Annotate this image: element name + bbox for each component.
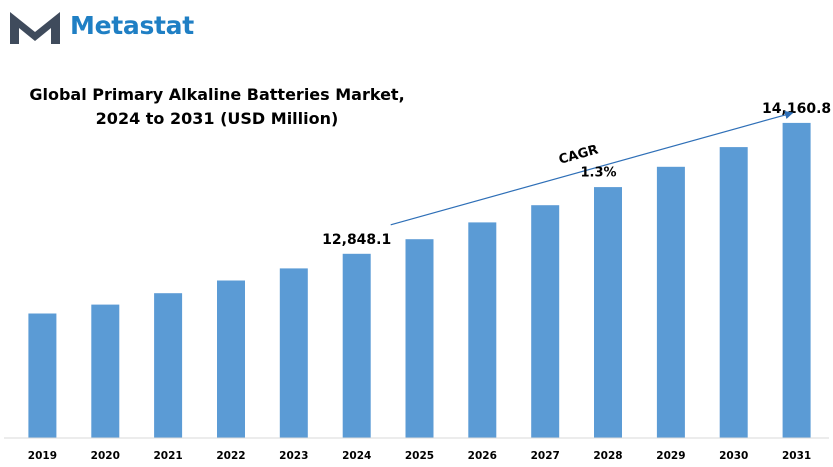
x-tick-label-2028: 2028 bbox=[593, 450, 622, 462]
x-tick-label-2023: 2023 bbox=[279, 450, 308, 462]
cagr-label: CAGR bbox=[557, 142, 600, 167]
data-label-2024: 12,848.1 bbox=[322, 232, 391, 248]
bars-layer bbox=[28, 122, 811, 439]
bar-2023 bbox=[279, 268, 308, 438]
bar-2030 bbox=[719, 147, 748, 438]
x-tick-label-2027: 2027 bbox=[531, 450, 560, 462]
x-tick-label-2030: 2030 bbox=[719, 450, 748, 462]
bar-2027 bbox=[531, 205, 560, 438]
bar-2024 bbox=[342, 253, 371, 438]
x-tick-label-2026: 2026 bbox=[468, 450, 497, 462]
x-tick-label-2021: 2021 bbox=[153, 450, 182, 462]
chart-title-line-2: 2024 to 2031 (USD Million) bbox=[95, 109, 339, 128]
bar-2028 bbox=[594, 187, 622, 438]
cagr-arrow bbox=[390, 110, 794, 226]
bar-2022 bbox=[217, 280, 245, 438]
bar-2021 bbox=[154, 293, 183, 438]
bar-2025 bbox=[405, 239, 434, 438]
cagr-value: 1.3% bbox=[580, 166, 616, 181]
data-label-2031: 14,160.8 bbox=[762, 101, 831, 117]
x-tick-label-2031: 2031 bbox=[782, 450, 811, 462]
brand-name: Metastat bbox=[70, 11, 194, 40]
brand-logo: Metastat bbox=[6, 6, 194, 46]
x-tick-label-2022: 2022 bbox=[216, 450, 245, 462]
x-tick-label-2024: 2024 bbox=[342, 450, 371, 462]
labels-layer: 2019 2020 2021 2022 2023 2024 2025 2026 2027 2028… bbox=[28, 101, 831, 462]
metastat-m-logo-icon bbox=[10, 12, 60, 44]
bar-2019 bbox=[28, 313, 57, 438]
x-tick-label-2020: 2020 bbox=[91, 450, 120, 462]
bar-2026 bbox=[468, 222, 497, 438]
bar-2031 bbox=[782, 122, 811, 439]
x-tick-label-2025: 2025 bbox=[405, 450, 434, 462]
bar-2029 bbox=[656, 166, 685, 439]
x-tick-label-2029: 2029 bbox=[656, 450, 685, 462]
x-tick-label-2019: 2019 bbox=[28, 450, 57, 462]
chart-title: Global Primary Alkaline Batteries Market… bbox=[12, 83, 422, 131]
bar-2020 bbox=[91, 304, 120, 438]
chart-title-line-1: Global Primary Alkaline Batteries Market… bbox=[29, 85, 405, 104]
